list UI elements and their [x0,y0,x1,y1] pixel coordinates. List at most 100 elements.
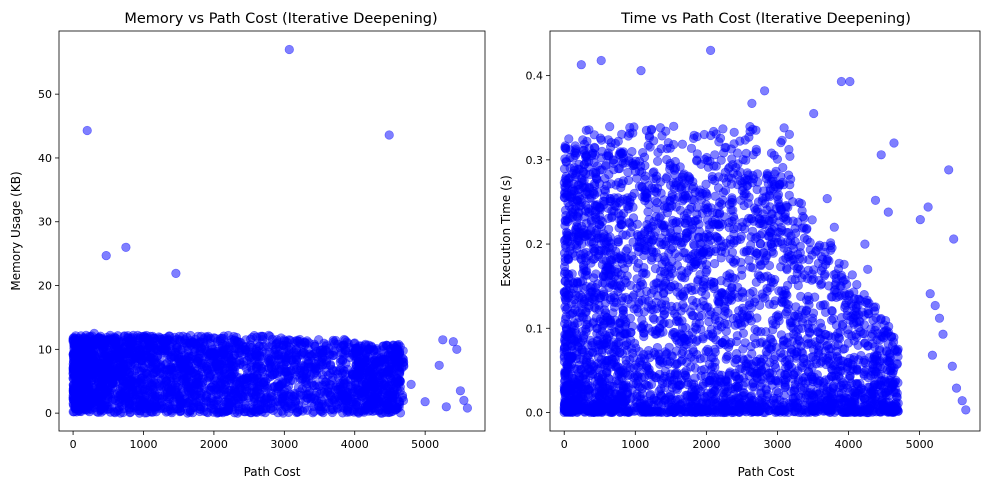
scatter-point [71,362,81,372]
y-tick-label: 0 [45,407,52,420]
scatter-point [781,299,791,309]
scatter-point [373,388,383,398]
scatter-point [172,365,182,375]
scatter-point [251,390,261,400]
scatter-point [247,333,257,343]
scatter-point [194,396,204,406]
scatter-point [121,242,131,252]
scatter-point [807,215,817,225]
scatter-point [462,403,473,413]
scatter-point [140,368,150,378]
scatter-point [265,331,275,342]
scatter-point [397,392,408,403]
scatter-point [331,335,341,346]
y-tick-label: 10 [38,343,52,356]
scatter-point [200,341,210,351]
scatter-point [803,265,814,275]
scatter-point [100,363,110,373]
scatter-point [374,406,384,416]
scatter-point [392,344,402,354]
scatter-point [239,374,249,384]
scatter-point [340,345,350,355]
memory-chart-title: Memory vs Path Cost (Iterative Deepening… [124,11,437,27]
scatter-point [112,406,122,416]
scatter-point [386,373,396,383]
scatter-point [174,391,184,402]
scatter-point [448,337,458,347]
scatter-point [691,324,702,334]
scatter-point [253,398,263,408]
scatter-point [279,400,289,410]
scatter-point [144,357,154,367]
scatter-point [81,334,91,344]
scatter-point [339,366,350,376]
scatter-point [369,346,379,356]
scatter-point [163,406,173,416]
scatter-point [240,345,251,355]
scatter-point [360,393,370,403]
scatter-point [643,302,653,312]
scatter-point [270,340,281,350]
scatter-point [175,406,185,416]
scatter-point [652,156,663,166]
y-tick-label: 40 [38,152,52,165]
scatter-point [107,353,118,364]
scatter-point [96,347,106,358]
scatter-point [261,340,272,350]
scatter-point [284,353,294,363]
scatter-point [284,44,294,55]
scatter-point [351,402,361,412]
scatter-point [256,331,266,341]
scatter-point [371,357,381,368]
scatter-point [383,398,393,408]
x-tick-label: 3000 [270,438,298,451]
scatter-point [350,393,360,403]
scatter-point [341,403,351,413]
scatter-point [251,349,262,359]
scatter-point [181,379,191,389]
x-tick-label: 4000 [341,438,369,451]
scatter-point [226,355,236,366]
scatter-point [324,343,334,354]
scatter-point [273,349,284,360]
scatter-point [153,346,163,356]
scatter-point [70,333,80,344]
scatter-point [308,408,318,418]
scatter-point [312,387,322,397]
scatter-point [279,335,289,345]
scatter-point [85,364,95,374]
scatter-point [796,199,807,209]
scatter-point [205,348,215,358]
scatter-point [333,384,343,395]
memory-chart-x-label: Path Cost [244,465,301,479]
scatter-point [339,334,349,345]
scatter-point [888,337,899,347]
scatter-point [132,364,142,374]
scatter-point [69,372,79,383]
memory-chart: Memory vs Path Cost (Iterative Deepening… [9,11,486,479]
scatter-point [183,360,193,370]
scatter-point [227,364,238,374]
scatter-point [207,362,217,372]
scatter-point [73,345,83,356]
scatter-point [226,398,236,408]
y-tick-label: 30 [38,216,52,229]
scatter-point [302,379,312,389]
scatter-point [101,387,111,397]
scatter-point [260,404,271,414]
scatter-point [126,378,136,388]
scatter-point [110,395,120,406]
scatter-point [298,347,308,358]
scatter-point [238,392,248,402]
scatter-point [295,334,305,345]
scatter-point [171,268,181,279]
scatter-point [804,255,814,265]
scatter-point [323,383,333,393]
scatter-point [138,332,149,342]
scatter-point [255,381,265,391]
scatter-point [122,393,132,404]
scatter-point [87,402,97,412]
scatter-point [434,360,444,370]
scatter-point [329,405,339,415]
scatter-point [278,408,288,418]
